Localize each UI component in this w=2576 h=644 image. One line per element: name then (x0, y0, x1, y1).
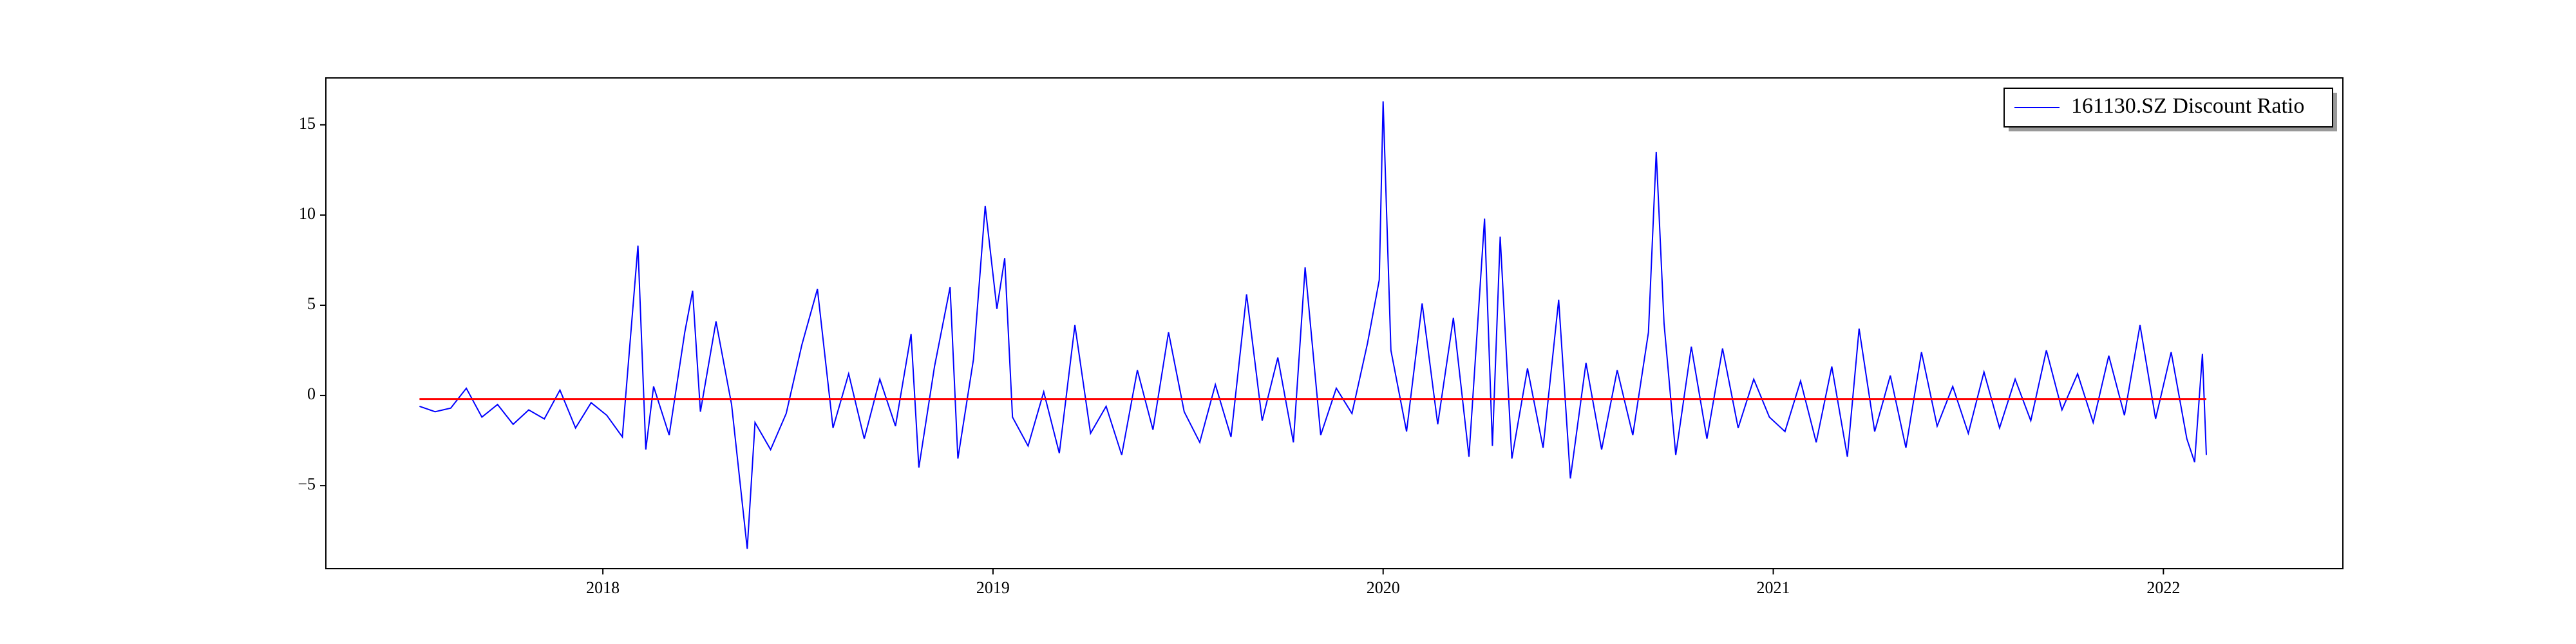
y-tick-label: −5 (298, 475, 316, 493)
y-tick-label: 0 (307, 384, 316, 403)
x-tick-label: 2021 (1757, 578, 1790, 597)
x-tick-label: 2018 (586, 578, 620, 597)
data-line (419, 101, 2207, 549)
y-tick-label: 15 (299, 114, 316, 133)
x-tick-label: 2022 (2146, 578, 2180, 597)
legend-label: 161130.SZ Discount Ratio (2071, 94, 2304, 118)
x-tick-label: 2019 (976, 578, 1010, 597)
y-tick-label: 5 (307, 294, 316, 313)
y-tick-label: 10 (299, 204, 316, 223)
x-tick-label: 2020 (1367, 578, 1400, 597)
plot-frame (325, 77, 2344, 569)
legend: 161130.SZ Discount Ratio (2003, 88, 2337, 131)
